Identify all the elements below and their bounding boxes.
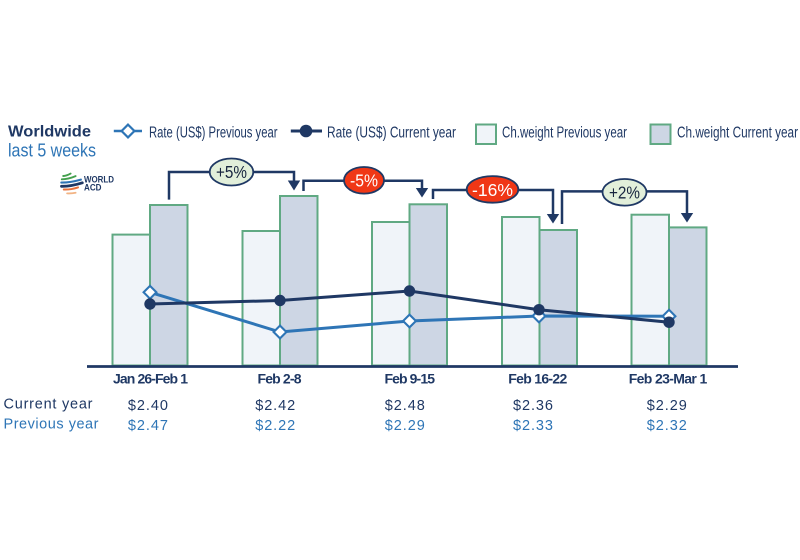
svg-text:$2.42: $2.42 [255,398,295,414]
svg-text:Feb 23-Mar 1: Feb 23-Mar 1 [629,371,708,387]
svg-text:$2.32: $2.32 [647,418,687,434]
svg-text:$2.33: $2.33 [513,418,553,434]
svg-text:Feb 16-22: Feb 16-22 [508,371,567,387]
svg-text:-16%: -16% [472,180,513,200]
svg-text:$2.47: $2.47 [128,418,168,434]
svg-text:$2.22: $2.22 [255,418,295,434]
svg-text:Ch.weight Previous year: Ch.weight Previous year [502,124,627,141]
svg-text:Current year: Current year [4,397,93,413]
svg-text:-5%: -5% [350,170,378,190]
svg-text:$2.36: $2.36 [513,398,553,414]
svg-text:Ch.weight Current year: Ch.weight Current year [677,124,798,141]
svg-text:ACD: ACD [84,183,102,194]
svg-text:Feb 2-8: Feb 2-8 [258,371,302,387]
svg-text:Previous year: Previous year [4,417,99,433]
svg-text:Rate (US$) Previous year: Rate (US$) Previous year [149,124,278,141]
svg-text:WORLD: WORLD [84,175,114,186]
svg-text:Jan 26-Feb 1: Jan 26-Feb 1 [113,371,188,387]
svg-text:$2.40: $2.40 [128,398,168,414]
svg-text:Worldwide: Worldwide [8,124,91,141]
svg-text:$2.29: $2.29 [647,398,687,414]
svg-text:+5%: +5% [216,162,247,182]
svg-text:Feb 9-15: Feb 9-15 [385,371,436,387]
svg-text:$2.48: $2.48 [385,398,425,414]
svg-text:$2.29: $2.29 [385,418,425,434]
svg-text:+2%: +2% [609,182,640,202]
svg-text:last 5 weeks: last 5 weeks [8,141,96,161]
svg-text:Rate (US$) Current year: Rate (US$) Current year [327,124,456,141]
